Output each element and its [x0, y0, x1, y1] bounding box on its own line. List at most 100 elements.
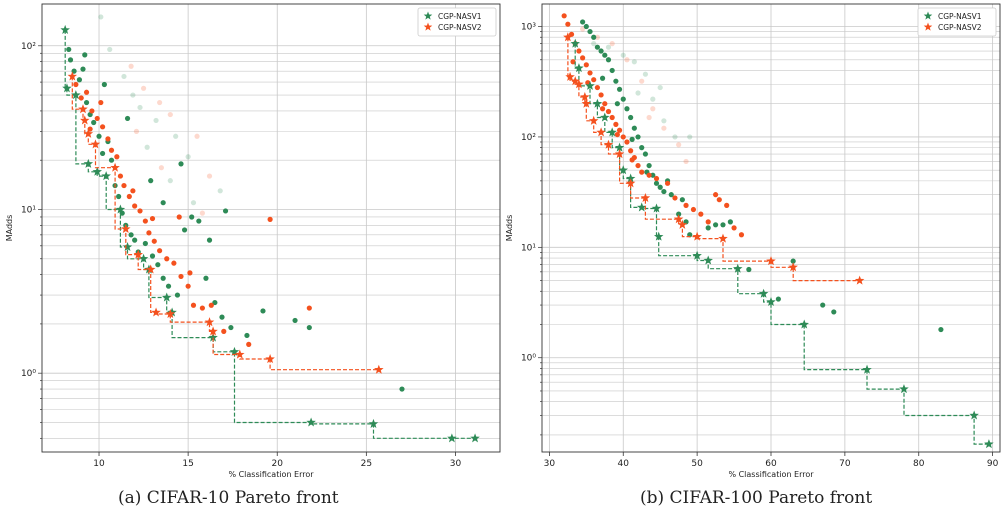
faded-point [657, 84, 663, 91]
pareto-star [167, 307, 177, 317]
x-tick-label: 30 [544, 459, 556, 469]
data-point [602, 101, 608, 107]
data-point [228, 324, 234, 331]
plot-area [60, 14, 480, 443]
faded-point [642, 71, 649, 77]
data-point [705, 219, 711, 225]
data-point [146, 230, 152, 236]
pareto-star [122, 242, 133, 252]
pareto-star [80, 115, 90, 125]
data-point [599, 75, 606, 81]
faded-point [199, 210, 205, 216]
legend: CGP-NASV1 CGP-NASV2 [917, 7, 997, 37]
legend-label: CGP-NASV1 [438, 12, 482, 21]
data-point [580, 55, 586, 61]
pareto-front-line [71, 76, 379, 371]
data-point [142, 240, 148, 247]
data-point [657, 184, 663, 190]
data-point [587, 28, 593, 35]
pareto-star [799, 319, 809, 329]
caption-cifar100: (b) CIFAR-100 Pareto front [640, 488, 873, 508]
data-point [206, 237, 213, 243]
pareto-star [151, 307, 161, 317]
faded-point [605, 44, 612, 50]
faded-point [206, 173, 213, 179]
pareto-star [71, 90, 81, 100]
x-tick-label: 70 [839, 459, 851, 469]
faded-point [140, 85, 147, 91]
faded-point [620, 52, 626, 58]
faded-point [635, 90, 641, 96]
data-point [775, 296, 781, 302]
data-point [108, 147, 115, 153]
data-point [89, 108, 95, 114]
data-point [132, 203, 138, 209]
faded-point [98, 14, 104, 20]
data-point [639, 145, 645, 151]
pareto-star [83, 158, 94, 168]
pareto-star [588, 115, 599, 125]
x-tick-label: 30 [450, 459, 462, 469]
data-point [620, 134, 626, 140]
legend-box [417, 7, 497, 37]
data-point [653, 180, 660, 186]
x-tick-label: 10 [93, 459, 105, 469]
pareto-star [614, 149, 625, 159]
faded-point [639, 78, 645, 84]
pareto-star [788, 262, 798, 272]
data-point [613, 78, 619, 84]
pareto-star [673, 214, 684, 224]
data-point [712, 222, 719, 228]
data-point [620, 96, 626, 102]
pareto-star [138, 253, 149, 263]
faded-point [661, 118, 667, 124]
pareto-star [733, 263, 743, 273]
pareto-star [235, 349, 245, 359]
data-point [614, 101, 620, 107]
data-point [624, 106, 630, 112]
data-point [157, 248, 163, 254]
pareto-star [592, 98, 603, 108]
data-point [639, 169, 645, 175]
data-point [642, 151, 649, 157]
data-point [635, 162, 641, 169]
data-point [591, 34, 597, 40]
data-point [66, 46, 72, 53]
y-axis-label: MAdds [5, 215, 14, 242]
data-point [99, 124, 106, 130]
data-point [96, 133, 102, 139]
pareto-star [677, 219, 688, 229]
pareto-star [470, 433, 480, 443]
data-point [181, 227, 188, 233]
pareto-star [374, 364, 384, 374]
faded-point [580, 26, 586, 32]
pareto-star [165, 308, 176, 319]
pareto-star [574, 63, 584, 73]
data-point [561, 13, 567, 19]
data-point [292, 317, 298, 324]
pareto-front-line [64, 29, 476, 439]
pareto-front-line [574, 43, 989, 445]
faded-point [144, 144, 150, 150]
faded-point [661, 125, 667, 131]
faded-point [128, 63, 134, 69]
data-point [91, 119, 97, 126]
data-point [938, 326, 944, 333]
data-point [176, 214, 182, 220]
data-point [650, 172, 656, 178]
pareto-star [565, 71, 575, 81]
data-point [616, 127, 623, 133]
data-point [178, 273, 184, 280]
pareto-star [133, 249, 143, 259]
legend-marker [423, 11, 433, 20]
data-point [165, 283, 172, 289]
data-point [629, 157, 635, 163]
y-tick-label: 10² [21, 42, 36, 52]
x-tick-label: 60 [765, 459, 777, 469]
data-point [831, 309, 837, 315]
data-point [565, 21, 571, 27]
data-point [790, 258, 796, 264]
data-point [108, 157, 115, 163]
pareto-star [570, 76, 580, 86]
